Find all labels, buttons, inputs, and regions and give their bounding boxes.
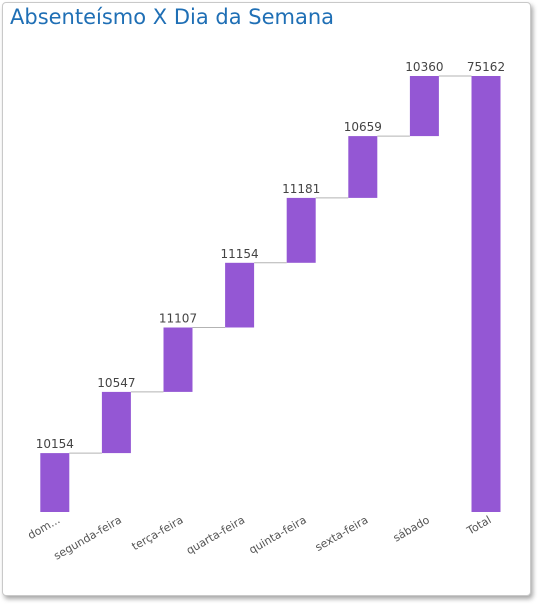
chart-title: Absenteísmo X Dia da Semana xyxy=(10,5,335,29)
bar-5 xyxy=(348,136,378,198)
category-label-1: segunda-feira xyxy=(52,513,124,562)
category-label-7: Total xyxy=(464,513,494,538)
value-label-5: 10659 xyxy=(344,120,382,134)
category-label-6: sábado xyxy=(391,513,432,544)
category-label-0: dom... xyxy=(26,513,63,542)
category-label-3: quarta-feira xyxy=(184,513,247,557)
bar-4 xyxy=(286,197,316,263)
value-label-3: 11154 xyxy=(221,247,259,261)
value-label-4: 11181 xyxy=(282,182,320,196)
bar-1 xyxy=(101,391,131,454)
category-label-5: sexta-feira xyxy=(313,513,370,554)
value-label-1: 10547 xyxy=(97,376,135,390)
value-label-0: 10154 xyxy=(36,437,74,451)
bar-3 xyxy=(225,262,255,328)
bar-0 xyxy=(40,453,70,512)
value-label-7: 75162 xyxy=(467,60,505,74)
bar-7 xyxy=(471,76,501,512)
category-label-4: quinta-feira xyxy=(247,513,309,556)
bar-2 xyxy=(163,327,193,392)
bar-6 xyxy=(409,76,439,137)
value-label-2: 11107 xyxy=(159,312,197,326)
category-label-2: terça-feira xyxy=(130,513,186,553)
chart-card xyxy=(2,2,531,596)
value-label-6: 10360 xyxy=(405,60,443,74)
